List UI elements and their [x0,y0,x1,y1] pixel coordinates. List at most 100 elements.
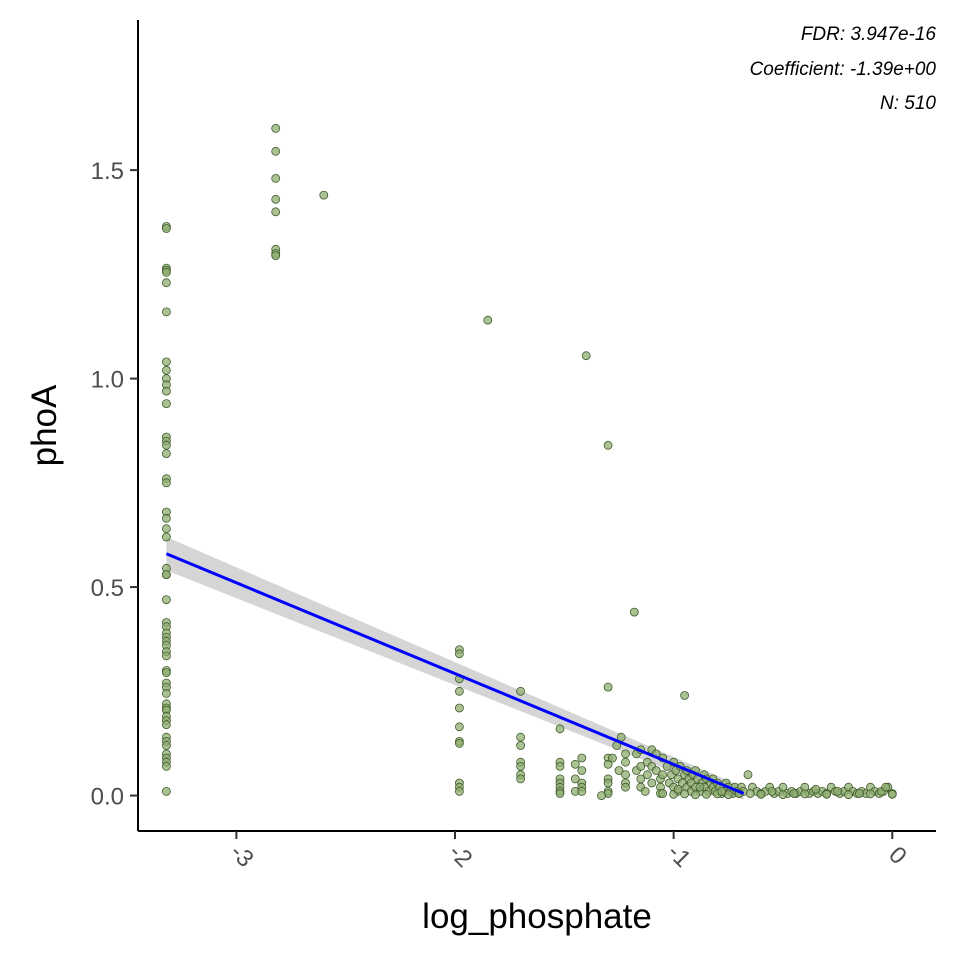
data-point [161,513,171,523]
data-point [271,146,281,156]
data-point [640,787,650,796]
y-tick-label: 0.5 [91,575,124,602]
annotation-coefficient: Coefficient: -1.39e+00 [750,59,937,80]
data-point [866,789,875,799]
data-point [702,789,711,799]
data-point [454,787,464,796]
confidence-band [166,537,744,800]
data-point [161,689,171,698]
data-point [811,784,821,794]
x-tick-label: 0 [883,841,912,870]
data-point [161,595,171,604]
plot-area [161,123,897,800]
data-point [603,759,613,769]
data-point [516,762,525,771]
data-point [577,787,587,796]
data-point [636,762,646,771]
data-point [887,789,897,799]
data-point [161,762,171,771]
data-point [822,789,832,799]
data-point [603,778,613,788]
data-point [161,399,171,409]
data-point [621,782,630,792]
x-tick-label: -3 [225,839,259,873]
data-point [516,741,525,750]
data-point [454,649,464,659]
data-point [454,703,464,713]
data-point [161,386,171,396]
data-point [516,732,525,742]
data-point [454,739,464,748]
data-point [161,440,171,450]
data-point [555,762,565,771]
data-point [608,753,617,763]
data-point [603,682,613,692]
data-point [577,753,587,763]
data-point [745,789,755,798]
data-point [161,449,171,459]
data-point [643,770,652,780]
data-point [855,789,864,798]
data-point [603,440,613,450]
data-point [658,789,668,798]
data-point [881,782,891,792]
data-point [161,570,171,579]
data-point [161,720,171,730]
data-point [691,790,700,800]
annotation-n: N: 510 [880,93,936,114]
y-tick-label: 1.5 [91,158,124,185]
data-point [161,668,171,677]
data-point [570,759,580,769]
data-point [658,770,668,780]
data-point [161,267,171,277]
data-point [717,787,727,796]
data-point [651,766,661,775]
data-point [516,774,525,784]
data-point [161,532,171,542]
regression-line [165,552,745,795]
data-point [161,357,171,367]
data-point [800,789,810,799]
data-point [844,790,853,800]
x-tick-label: -1 [662,839,696,873]
data-point [581,351,591,361]
data-point [454,722,464,732]
data-point [789,789,799,798]
data-point [271,251,281,261]
y-tick-label: 1.0 [91,367,124,394]
data-point [778,790,788,800]
data-point [597,791,606,800]
y-axis-title: phoA [25,384,64,466]
data-point [161,787,171,796]
data-point [454,686,464,696]
data-point [614,766,624,775]
data-point [161,478,171,488]
data-point [673,784,683,794]
data-point [271,207,281,217]
data-point [271,173,281,183]
data-point [767,787,777,796]
data-point [161,278,171,288]
data-point [161,224,171,233]
y-axis-ticks: 0.0 0.5 1.0 1.5 [91,158,138,811]
data-point [695,782,705,792]
data-point [555,789,565,798]
data-point [161,741,171,750]
x-tick-label: -2 [443,839,477,873]
data-point [756,789,766,799]
data-point [680,691,689,700]
data-point [570,774,580,784]
x-axis-ticks: -3 -2 -1 0 [225,831,912,873]
data-point [161,524,171,534]
data-point [629,607,639,617]
data-point [621,770,630,780]
data-point [680,789,689,799]
data-point [161,365,171,375]
data-point [621,749,630,759]
data-points [161,123,897,800]
annotation-fdr: FDR: 3.947e-16 [801,24,937,45]
data-point [271,194,281,204]
data-point [743,770,753,780]
data-point [161,651,171,661]
